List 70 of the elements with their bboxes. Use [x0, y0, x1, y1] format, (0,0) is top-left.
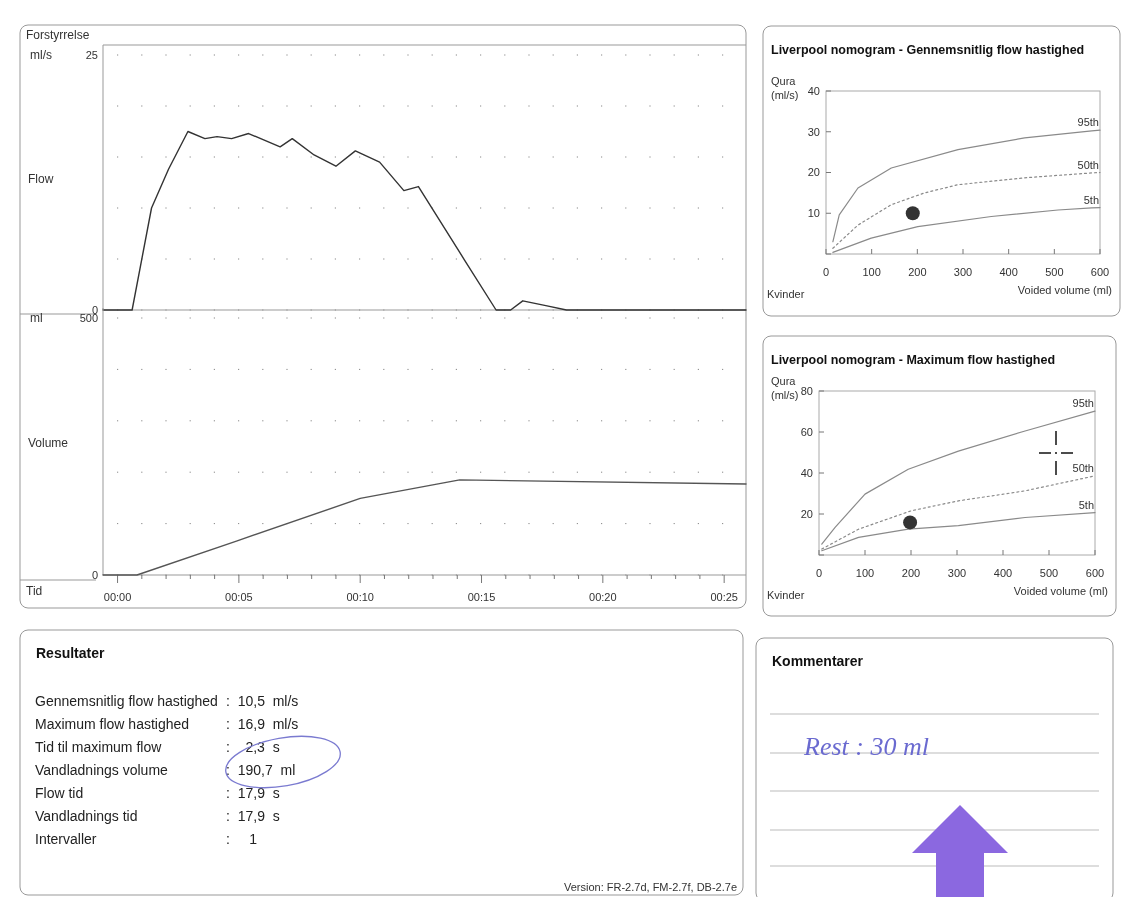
- y-axis-title: Flow: [28, 171, 54, 186]
- text: Flow tid: [35, 785, 84, 801]
- x-tick-label: 400: [993, 567, 1013, 579]
- text: : 17,9 s: [226, 785, 280, 801]
- text: Tid til maximum flow: [35, 739, 163, 755]
- text: Kvinder: [767, 589, 805, 601]
- y-axis-title: Volume: [28, 435, 69, 450]
- series-label: 5th: [1083, 193, 1099, 206]
- y-tick-label: 30: [807, 125, 820, 138]
- x-tick-label: 500: [1039, 567, 1059, 579]
- x-tick-label: 600: [1090, 266, 1110, 278]
- x-tick-label: 00:20: [589, 591, 617, 603]
- text: Vandladnings tid: [35, 808, 138, 824]
- text: Vandladnings volume: [35, 762, 169, 778]
- series-label: 95th: [1072, 397, 1094, 410]
- text: Maximum flow hastighed: [35, 716, 190, 732]
- x-tick-label: 100: [855, 567, 875, 579]
- text: Kvinder: [767, 288, 805, 300]
- x-tick-label: 00:25: [710, 591, 738, 603]
- line-series: [821, 410, 1096, 545]
- y-tick-label: 60: [800, 425, 813, 438]
- x-tick-label: 200: [901, 567, 921, 579]
- series-label: 95th: [1077, 116, 1099, 129]
- chart-title: Liverpool nomogram - Maximum flow hastighed: [771, 353, 1056, 367]
- x-tick-label: 600: [1085, 567, 1105, 579]
- series-label: 5th: [1078, 498, 1094, 511]
- series-label: 50th: [1077, 158, 1099, 171]
- x-tick-label: 300: [953, 266, 973, 278]
- text: : 1: [226, 831, 258, 847]
- x-axis-title: Tid: [26, 584, 43, 598]
- y-tick-label: 40: [807, 84, 820, 97]
- x-axis-title: Voided volume (ml): [1017, 284, 1112, 296]
- x-tick-label: 500: [1045, 266, 1064, 278]
- x-tick-label: 0: [822, 266, 830, 278]
- x-tick-label: 200: [908, 266, 927, 278]
- y-tick-label: 10: [807, 207, 820, 220]
- text: Gennemsnitlig flow hastighed: [35, 693, 218, 709]
- text: Intervaller: [35, 831, 97, 847]
- x-axis-title: Voided volume (ml): [1013, 585, 1108, 597]
- line-series: [832, 171, 1101, 249]
- text: : 10,5 ml/s: [226, 693, 299, 709]
- y-axis-title: Qura (ml/s): [771, 75, 799, 101]
- y-tick-label: 20: [807, 166, 820, 179]
- text: Kommentarer: [772, 653, 864, 669]
- text: Forstyrrelse: [26, 28, 90, 42]
- y-tick-label: 80: [800, 384, 813, 397]
- text: Rest : 30 ml: [803, 732, 929, 761]
- text: : 190,7 ml: [226, 762, 296, 778]
- series-label: 50th: [1072, 461, 1094, 474]
- x-tick-label: 00:05: [225, 591, 253, 603]
- line-series: [832, 129, 1101, 243]
- y-tick-label: 40: [800, 466, 813, 479]
- text: ml/s: [30, 48, 52, 62]
- x-tick-label: 400: [999, 266, 1018, 278]
- x-tick-label: 100: [862, 266, 881, 278]
- chart-title: Liverpool nomogram - Gennemsnitlig flow hastighed: [771, 43, 1085, 57]
- text: : 2,3 s: [226, 739, 280, 755]
- line-series: [832, 206, 1101, 253]
- y-tick-label: 25: [85, 48, 98, 61]
- text: Version: FR-2.7d, FM-2.7f, DB-2.7e: [563, 881, 737, 893]
- x-tick-label: 00:15: [467, 591, 496, 603]
- text: ml: [30, 311, 43, 325]
- x-tick-label: 00:00: [103, 591, 132, 603]
- x-tick-label: 300: [947, 567, 967, 579]
- text: : 16,9 ml/s: [226, 716, 299, 732]
- y-axis-title: Qura (ml/s): [771, 375, 799, 401]
- x-tick-label: 00:10: [346, 591, 374, 603]
- y-tick-label: 20: [800, 507, 813, 520]
- text: : 17,9 s: [226, 808, 280, 824]
- text: Resultater: [36, 645, 106, 661]
